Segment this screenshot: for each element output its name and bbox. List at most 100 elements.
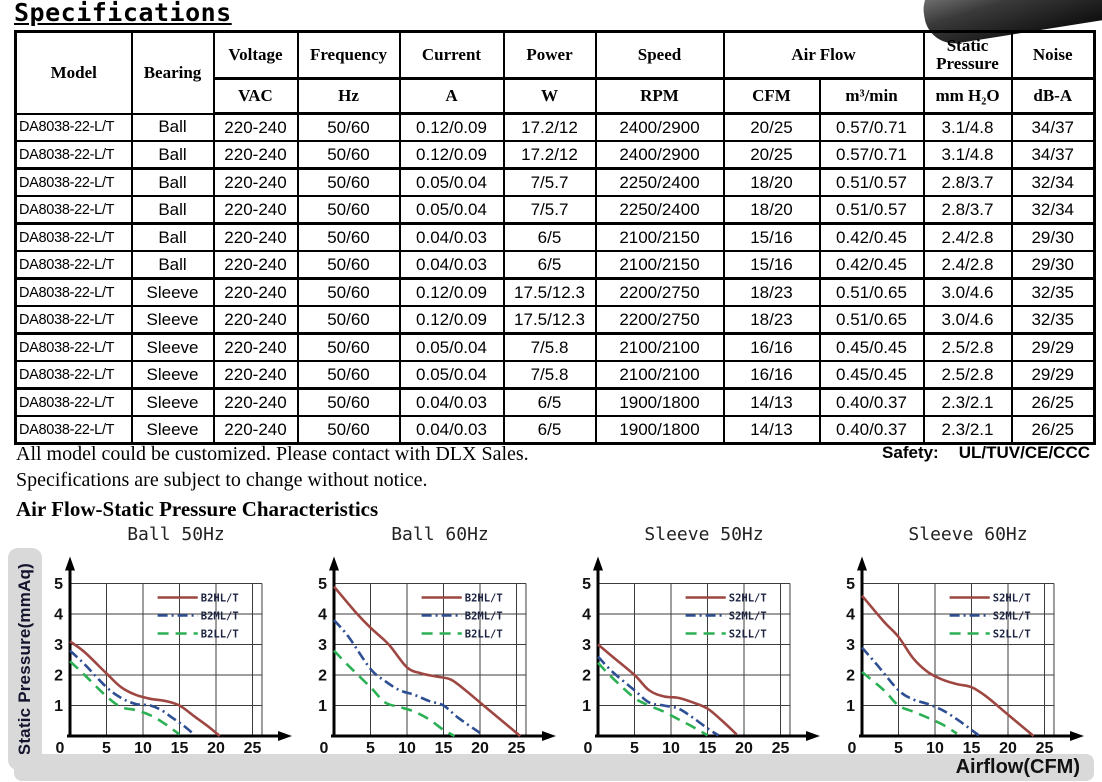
- chart-title: Sleeve 60Hz: [908, 524, 1028, 545]
- footnotes: All model could be customized. Please co…: [16, 441, 529, 493]
- cell-bearing: Ball: [130, 167, 215, 197]
- cell-frequency: 50/60: [296, 140, 401, 170]
- cell-static-pressure: 2.5/2.8: [922, 332, 1013, 362]
- y-tick-label: 3: [846, 637, 855, 654]
- x-tick-label: 10: [926, 740, 944, 757]
- cell-airflow-m3: 0.40/0.37: [818, 387, 925, 417]
- x-tick-label: 5: [102, 740, 111, 757]
- spec-row: DA8038-22-L/T Sleeve 220-240 50/60 0.12/0.09…: [14, 277, 1096, 307]
- cell-current: 0.12/0.09: [398, 305, 505, 335]
- origin-tick-label: 0: [320, 740, 329, 757]
- cell-bearing: Sleeve: [130, 415, 215, 445]
- y-tick-label: 2: [318, 668, 327, 685]
- unit-vac: VAC: [212, 77, 299, 115]
- y-tick-label: 1: [582, 698, 591, 715]
- y-axis-arrow: [65, 556, 75, 571]
- y-tick-label: 4: [582, 607, 591, 624]
- cell-power: 7/5.7: [502, 195, 597, 225]
- x-tick-label: 15: [171, 740, 189, 757]
- chart-title: Ball 60Hz: [391, 524, 489, 545]
- charts-row: Ball 50Hz 0 5 10 15 20 25 1 2 3 4 5 B2HL/T B2ML/T B2LL…: [44, 524, 1102, 765]
- cell-airflow-m3: 0.51/0.65: [818, 277, 925, 307]
- cell-speed: 2250/2400: [594, 167, 725, 197]
- cell-noise: 32/34: [1010, 195, 1096, 225]
- header-power: Power: [502, 30, 597, 80]
- cell-noise: 34/37: [1010, 140, 1096, 170]
- cell-speed: 1900/1800: [594, 415, 725, 445]
- unit-cfm: CFM: [722, 77, 821, 115]
- cell-model: DA8038-22-L/T: [14, 277, 133, 307]
- y-tick-label: 5: [846, 576, 855, 593]
- x-tick-label: 10: [662, 740, 680, 757]
- x-tick-label: 15: [435, 740, 453, 757]
- cell-power: 6/5: [502, 250, 597, 280]
- x-tick-label: 15: [963, 740, 981, 757]
- cell-model: DA8038-22-L/T: [14, 360, 133, 390]
- y-tick-label: 1: [846, 698, 855, 715]
- cell-bearing: Ball: [130, 250, 215, 280]
- origin-tick-label: 0: [56, 740, 65, 757]
- cell-noise: 26/25: [1010, 387, 1096, 417]
- cell-frequency: 50/60: [296, 222, 401, 252]
- cell-airflow-m3: 0.45/0.45: [818, 332, 925, 362]
- cell-model: DA8038-22-L/T: [14, 167, 133, 197]
- cell-speed: 2400/2900: [594, 140, 725, 170]
- cell-frequency: 50/60: [296, 195, 401, 225]
- spec-row: DA8038-22-L/T Sleeve 220-240 50/60 0.05/0.04…: [14, 360, 1096, 390]
- cell-frequency: 50/60: [296, 277, 401, 307]
- cell-static-pressure: 2.4/2.8: [922, 250, 1013, 280]
- header-bearing: Bearing: [130, 30, 215, 115]
- curve-b2ll-t: [69, 660, 181, 736]
- chart-canvas: 0 5 10 15 20 25 1 2 3 4 5 S2HL/T S2ML/T S2LL/T: [582, 556, 820, 757]
- y-tick-label: 3: [582, 637, 591, 654]
- legend-label: B2HL/T: [465, 593, 503, 605]
- x-tick-label: 10: [134, 740, 152, 757]
- cell-speed: 2100/2150: [594, 250, 725, 280]
- unit-dba: dB-A: [1010, 77, 1096, 115]
- chart-canvas: 0 5 10 15 20 25 1 2 3 4 5 S2HL/T S2ML/T S2LL/T: [846, 556, 1084, 757]
- cell-current: 0.04/0.03: [398, 415, 505, 445]
- cell-airflow-m3: 0.57/0.71: [818, 140, 925, 170]
- cell-power: 7/5.8: [502, 332, 597, 362]
- cell-noise: 29/29: [1010, 360, 1096, 390]
- cell-current: 0.12/0.09: [398, 277, 505, 307]
- cell-noise: 29/29: [1010, 332, 1096, 362]
- cell-model: DA8038-22-L/T: [14, 387, 133, 417]
- cell-airflow-cfm: 18/20: [722, 195, 821, 225]
- shared-x-axis-label: Airflow(CFM): [14, 754, 1094, 781]
- charts-area: Static Pressure(mmAq) Ball 50Hz 0 5 10 15 20 2…: [0, 524, 1102, 782]
- legend-label: B2HL/T: [201, 593, 239, 605]
- cell-model: DA8038-22-L/T: [14, 222, 133, 252]
- curve-b2ml-t: [333, 619, 481, 735]
- cell-power: 17.5/12.3: [502, 277, 597, 307]
- charts-section-title: Air Flow-Static Pressure Characteristics: [16, 497, 379, 521]
- legend-label: S2ML/T: [729, 611, 767, 623]
- cell-model: DA8038-22-L/T: [14, 140, 133, 170]
- cell-voltage: 220-240: [212, 195, 299, 225]
- cell-airflow-cfm: 14/13: [722, 415, 821, 445]
- x-tick-label: 10: [398, 740, 416, 757]
- cell-voltage: 220-240: [212, 112, 299, 142]
- cell-voltage: 220-240: [212, 387, 299, 417]
- curve-s2ml-t: [597, 655, 720, 737]
- spec-row: DA8038-22-L/T Ball 220-240 50/60 0.04/0.03 6/…: [14, 222, 1096, 252]
- cell-airflow-cfm: 16/16: [722, 360, 821, 390]
- cell-bearing: Sleeve: [130, 277, 215, 307]
- cell-bearing: Sleeve: [130, 387, 215, 417]
- cell-power: 17.2/12: [502, 112, 597, 142]
- safety-label: Safety:: [882, 443, 939, 462]
- cell-voltage: 220-240: [212, 360, 299, 390]
- cell-model: DA8038-22-L/T: [14, 305, 133, 335]
- cell-frequency: 50/60: [296, 250, 401, 280]
- cell-noise: 29/30: [1010, 222, 1096, 252]
- cell-power: 7/5.8: [502, 360, 597, 390]
- unit-mmh2o: mm H₂O: [922, 77, 1013, 115]
- spec-row: DA8038-22-L/T Sleeve 220-240 50/60 0.05/0.04…: [14, 332, 1096, 362]
- header-noise: Noise: [1010, 30, 1096, 80]
- origin-tick-label: 0: [584, 740, 593, 757]
- page-title: Specifications: [14, 0, 232, 27]
- cell-model: DA8038-22-L/T: [14, 332, 133, 362]
- cell-bearing: Ball: [130, 195, 215, 225]
- cell-current: 0.12/0.09: [398, 140, 505, 170]
- cell-noise: 32/34: [1010, 167, 1096, 197]
